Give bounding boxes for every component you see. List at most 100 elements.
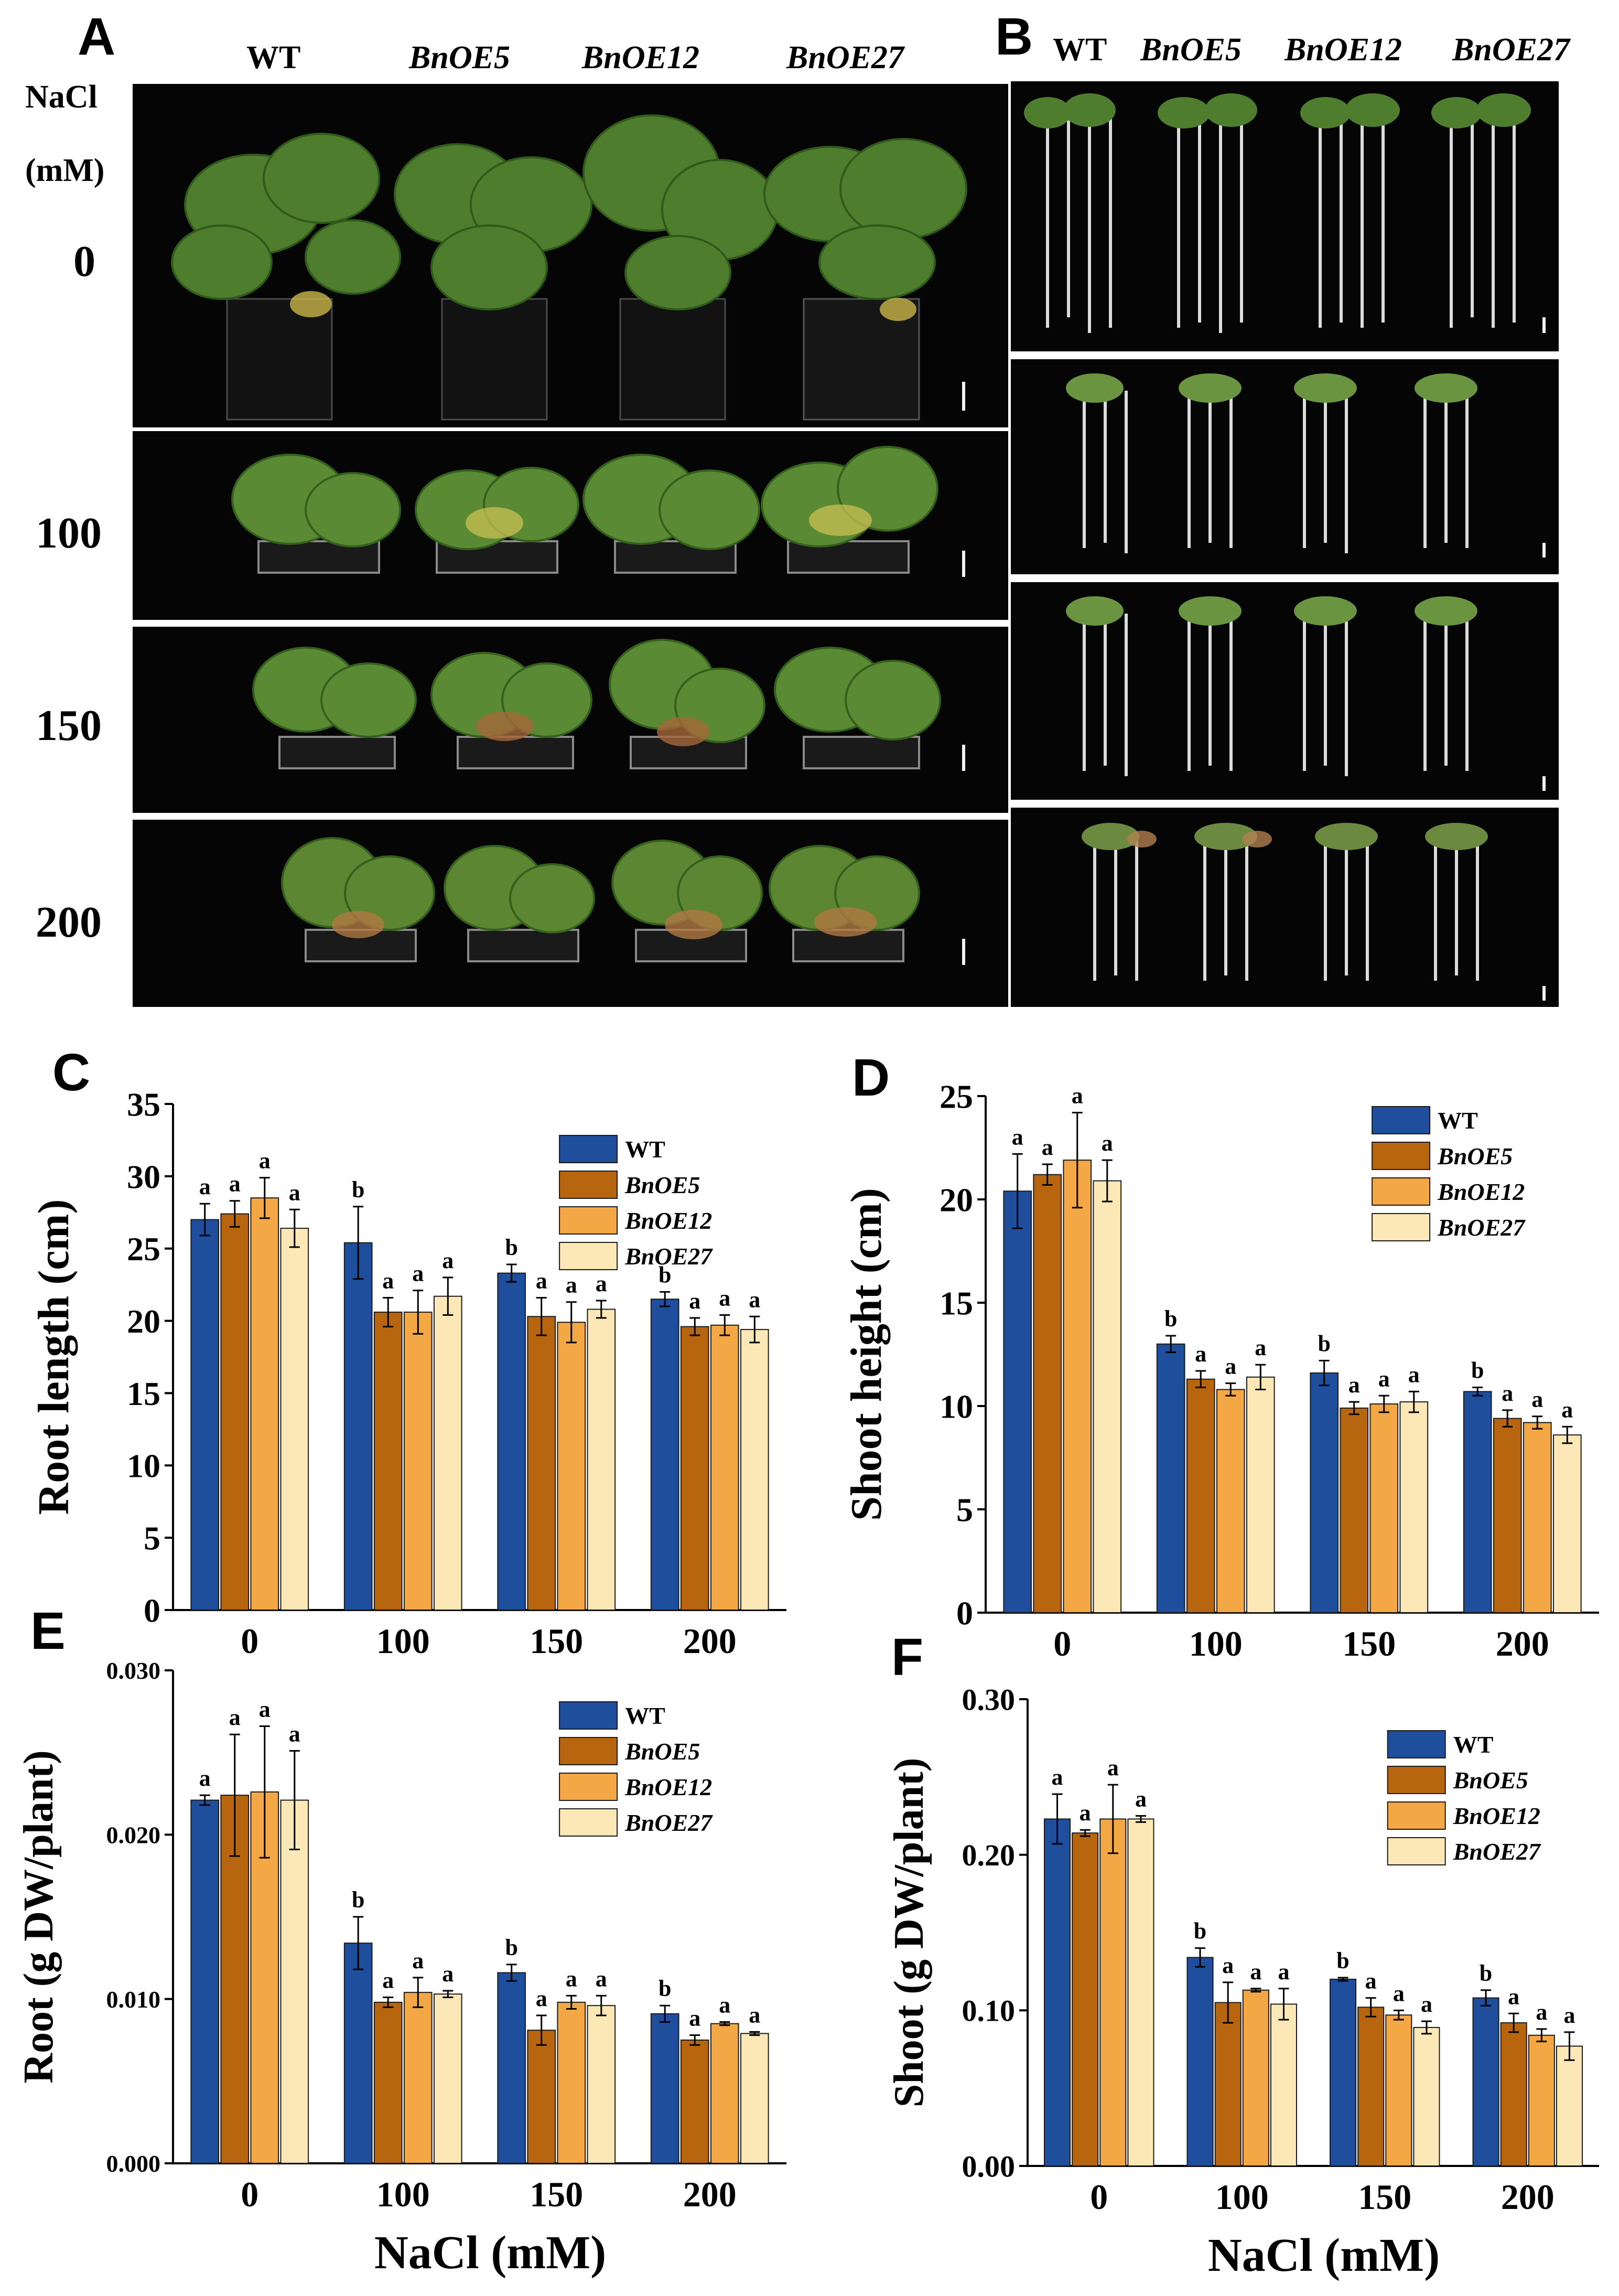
photo-a-row-100 (133, 431, 1008, 620)
significance-letter: a (1408, 1361, 1420, 1387)
x-tick-label: 0 (241, 1621, 258, 1661)
significance-letter: a (1080, 1800, 1091, 1826)
y-axis-label: Root (g DW/plant) (16, 1750, 62, 2084)
significance-letter: a (1563, 2002, 1575, 2028)
legend-swatch (1387, 1837, 1446, 1865)
bar (497, 1972, 526, 2164)
significance-letter: a (199, 1174, 211, 1199)
bar (250, 1197, 279, 1611)
bar (1552, 1434, 1582, 1613)
y-tick-label: 15 (940, 1284, 973, 1322)
significance-letter: a (1225, 1354, 1236, 1379)
x-tick-label: 200 (1496, 1624, 1549, 1664)
significance-letter: a (719, 1285, 730, 1311)
significance-letter: a (382, 1268, 394, 1293)
significance-letter: a (1531, 1387, 1543, 1412)
y-tick-label: 25 (127, 1230, 160, 1268)
x-tick-label: 100 (376, 2174, 430, 2214)
significance-letter: a (536, 1986, 547, 2011)
nacl-header: NaCl (25, 79, 98, 115)
significance-letter: a (1012, 1124, 1023, 1150)
pot-group (226, 298, 920, 421)
bar (527, 1316, 556, 1611)
y-tick-label: 10 (127, 1447, 160, 1485)
legend-label: WT (1438, 1107, 1478, 1134)
y-tick-label: 35 (127, 1086, 160, 1123)
bar (1156, 1343, 1185, 1614)
bar (1127, 1818, 1154, 2166)
legend-label: BnOE5 (624, 1172, 700, 1198)
significance-letter: a (382, 1968, 394, 1993)
bar (1369, 1403, 1399, 1614)
scale-bar (962, 939, 965, 965)
significance-letter: b (1480, 1960, 1492, 1986)
significance-letter: a (1052, 1764, 1063, 1790)
photo-b-row-150 (1011, 582, 1559, 800)
significance-letter: a (1378, 1366, 1390, 1391)
significance-letter: a (199, 1765, 211, 1791)
bar (1093, 1180, 1122, 1614)
bar (650, 1299, 679, 1611)
y-axis-label: Root length (cm) (29, 1199, 78, 1515)
legend-swatch (559, 1242, 618, 1270)
y-tick-label: 25 (940, 1078, 973, 1115)
bar (1186, 1378, 1215, 1614)
legend-label: BnOE12 (1453, 1803, 1540, 1829)
y-tick-label: 0.020 (106, 1821, 161, 1848)
legend-swatch (559, 1701, 618, 1730)
bar (1270, 2003, 1297, 2166)
significance-letter: a (289, 1721, 300, 1747)
photo-b-row-200 (1011, 808, 1559, 1007)
bar (557, 1322, 586, 1611)
x-tick-label: 150 (530, 2174, 583, 2214)
significance-letter: a (229, 1704, 241, 1730)
scale-bar (962, 382, 965, 411)
panel-a-header-bnoe5: BnOE5 (409, 40, 510, 76)
significance-letter: a (259, 1697, 271, 1722)
legend-label: WT (625, 1702, 665, 1729)
x-tick-label: 100 (1215, 2177, 1269, 2217)
x-axis-label: NaCl (mM) (374, 2227, 606, 2279)
bar (1340, 1407, 1369, 1613)
bar (587, 2005, 616, 2164)
bar (497, 1272, 526, 1611)
bar (1044, 1818, 1071, 2166)
significance-letter: b (505, 1235, 517, 1260)
significance-letter: a (412, 1261, 424, 1286)
bar (1186, 1957, 1214, 2166)
photo-a-row-150 (133, 627, 1008, 813)
bar (557, 2001, 586, 2164)
legend-swatch (1387, 1801, 1446, 1830)
panel-label-e: E (30, 1602, 66, 1660)
significance-letter: b (505, 1935, 517, 1960)
significance-letter: a (596, 1966, 607, 1991)
panel-label-c: C (52, 1043, 91, 1102)
significance-letter: a (1222, 1952, 1234, 1978)
bar (740, 2033, 769, 2164)
bar (373, 2001, 403, 2164)
legend-swatch (559, 1737, 618, 1765)
panel-a-header-bnoe27: BnOE27 (786, 40, 904, 76)
legend-swatch (559, 1773, 618, 1801)
y-axis-label: Shoot height (cm) (842, 1188, 891, 1521)
y-tick-label: 0.010 (106, 1986, 161, 2013)
significance-letter: b (1164, 1306, 1177, 1332)
scale-bar (1542, 543, 1546, 557)
bar (1099, 1818, 1127, 2166)
bar (1072, 1832, 1099, 2166)
panel-a-header-bnoe12: BnOE12 (582, 40, 699, 76)
legend-label: WT (625, 1136, 665, 1163)
legend-swatch (1372, 1142, 1431, 1170)
significance-letter: a (749, 2002, 760, 2027)
bar (1357, 2007, 1385, 2166)
bar (1063, 1160, 1092, 1613)
significance-letter: b (352, 1887, 364, 1913)
y-tick-label: 0 (956, 1594, 973, 1632)
legend-swatch (559, 1135, 618, 1163)
significance-letter: b (1471, 1358, 1484, 1383)
legend-swatch (559, 1206, 618, 1235)
y-tick-label: 5 (144, 1520, 160, 1557)
